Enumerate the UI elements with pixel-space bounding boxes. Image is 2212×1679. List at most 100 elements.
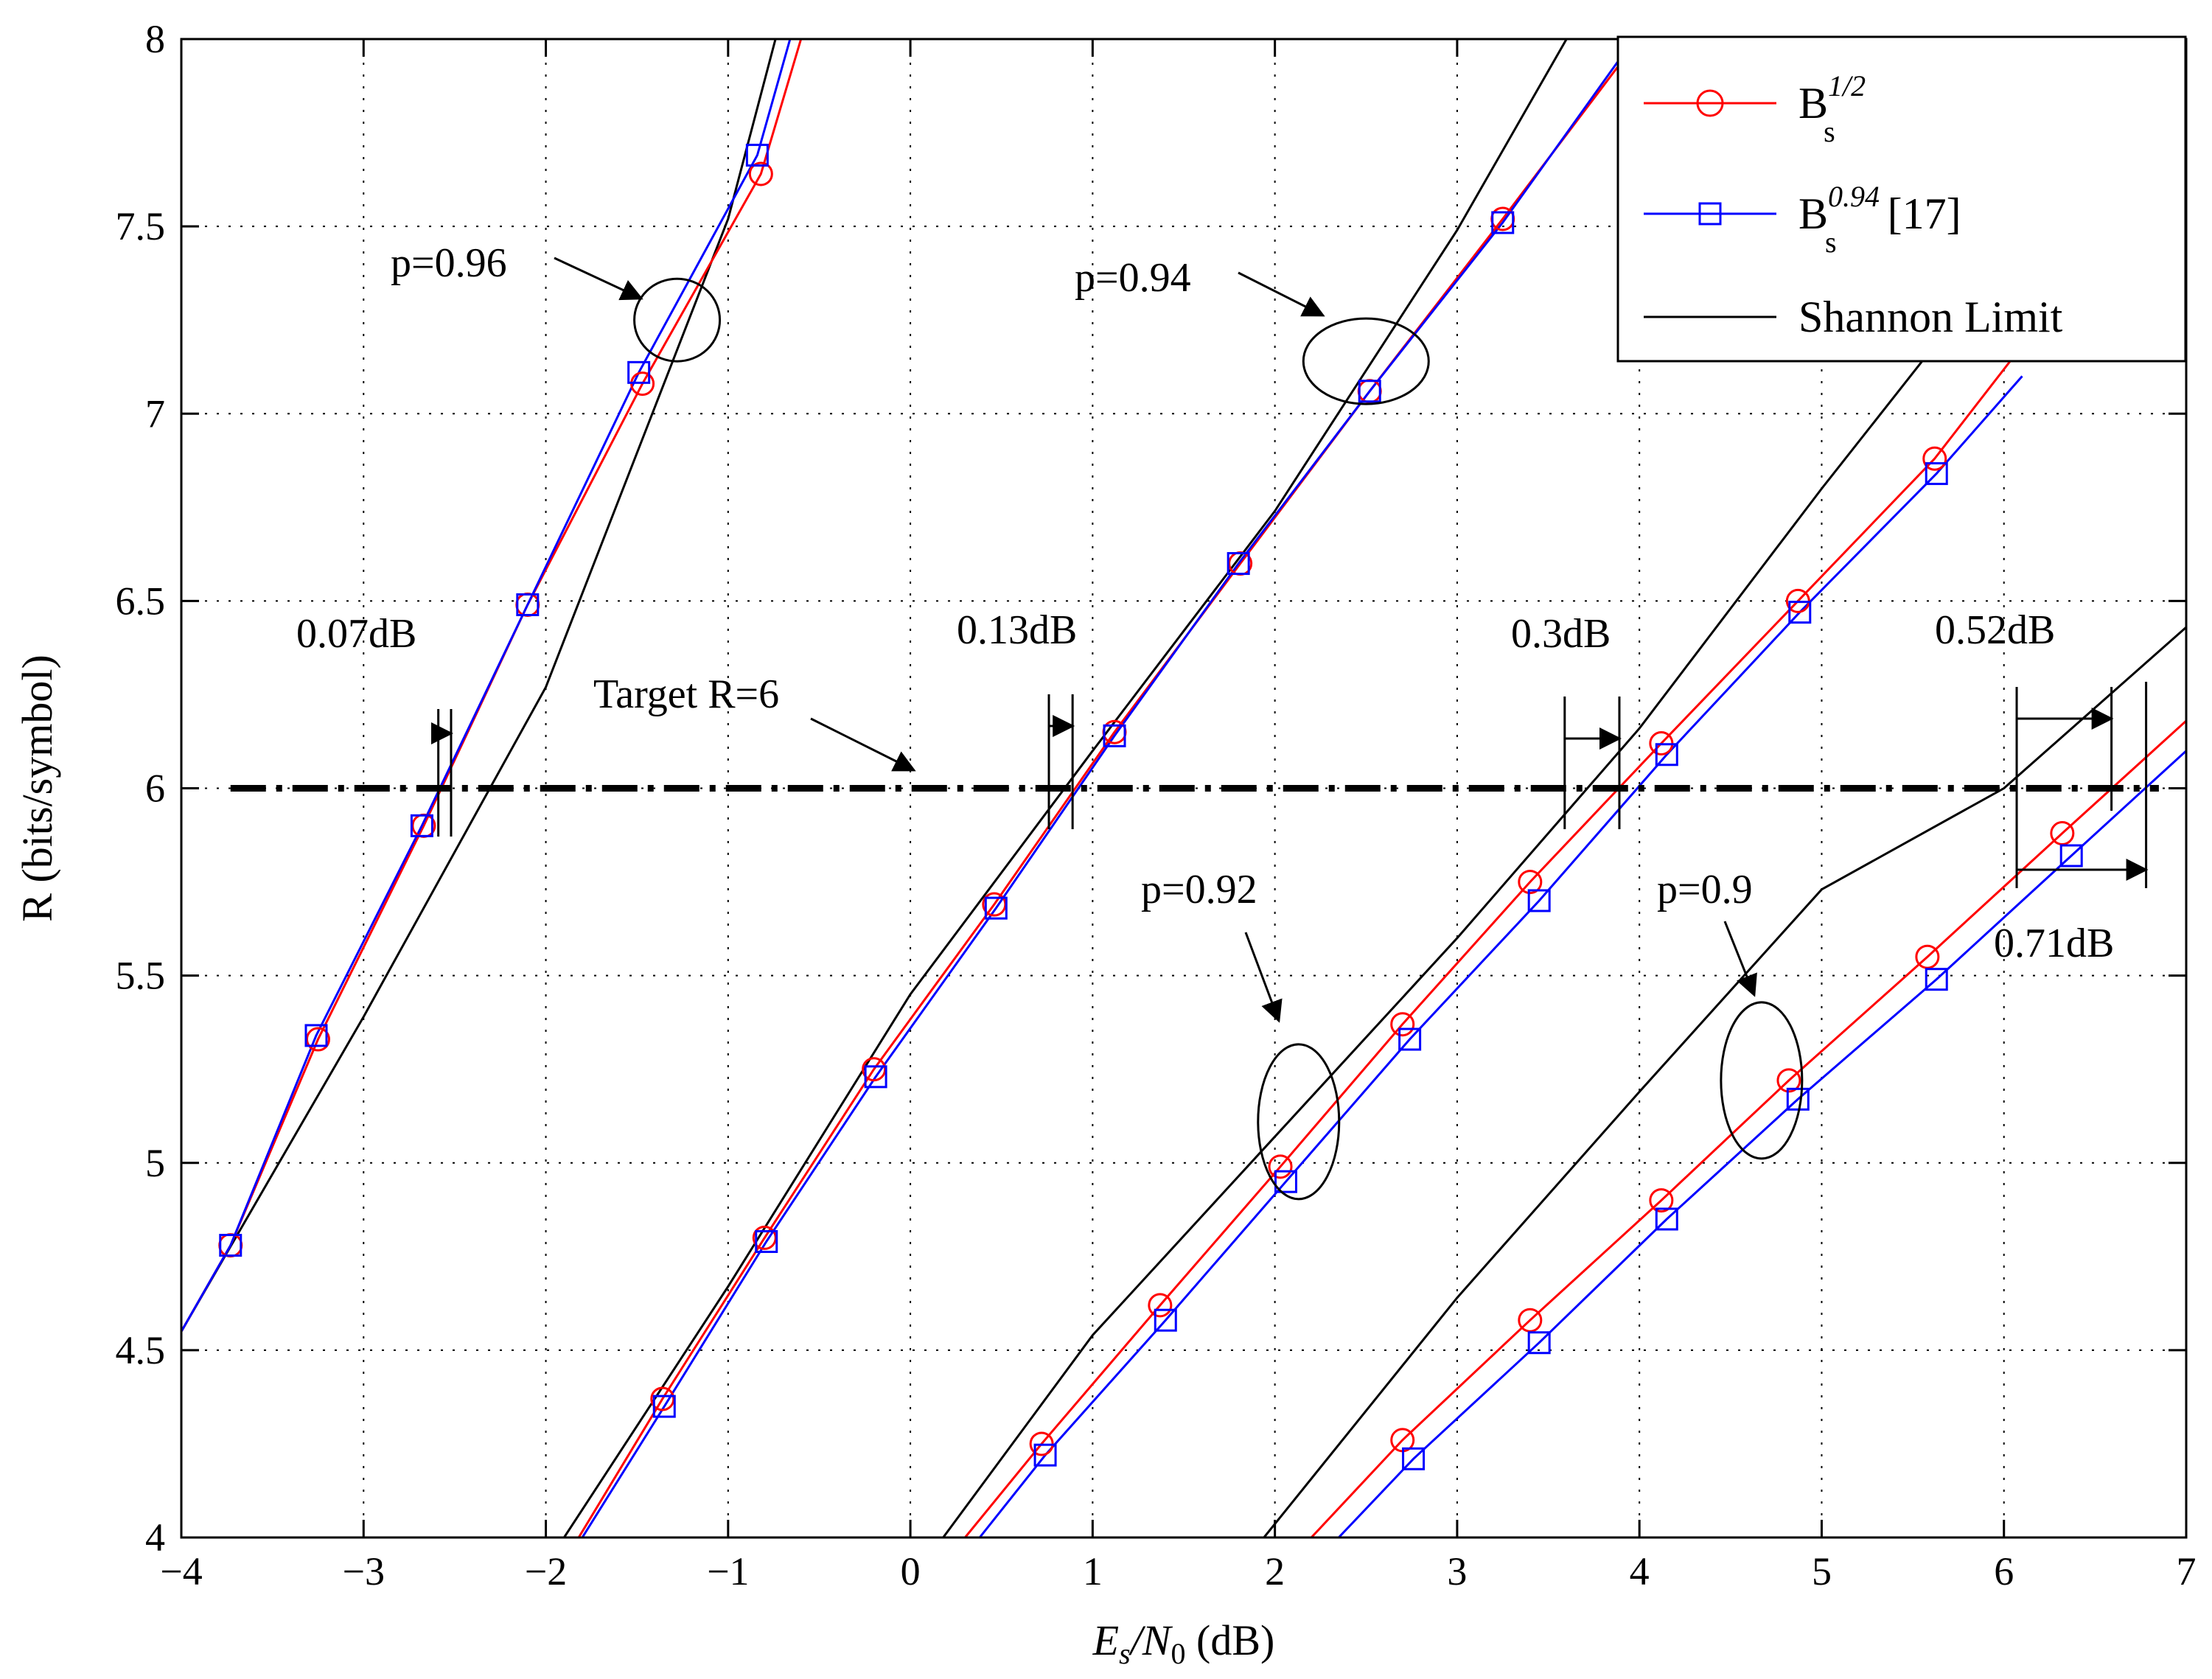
legend-marker — [1696, 89, 1724, 117]
legend-marker — [1698, 202, 1722, 226]
blue-marker — [627, 360, 651, 384]
x-tick-label: 5 — [1812, 1549, 1832, 1594]
legend-label: Shannon Limit — [1798, 293, 2063, 341]
blue-marker — [652, 1394, 676, 1418]
p-label-092: p=0.92 — [1141, 867, 1257, 912]
p-arrow-092 — [1244, 932, 1283, 1023]
p-arrow-094 — [1238, 271, 1325, 317]
blue-marker — [984, 896, 1008, 920]
blue-marker — [755, 1229, 778, 1253]
blue-marker — [1527, 1331, 1551, 1355]
x-tick-label: 4 — [1630, 1549, 1650, 1594]
blue-line-3 — [1338, 750, 2186, 1537]
x-tick-label: 1 — [1083, 1549, 1103, 1594]
x-tick-label: 6 — [1994, 1549, 2014, 1594]
gap-094-label: 0.13dB — [957, 607, 1077, 653]
legend-label: B0.94 s [17] — [1798, 180, 1961, 259]
p-label-09: p=0.9 — [1657, 867, 1753, 912]
legend-label: B1/2 s — [1798, 69, 1866, 148]
red-line-1 — [577, 49, 1631, 1537]
plot-series — [181, 39, 2186, 1537]
x-axis-title-slash: /N — [1128, 1616, 1173, 1664]
red-marker — [1649, 1188, 1674, 1213]
red-marker — [1268, 1154, 1293, 1179]
y-tick-label: 7 — [145, 391, 165, 436]
blue-marker — [1491, 211, 1515, 234]
x-tick-label: −2 — [525, 1549, 567, 1594]
blue-marker — [2059, 844, 2083, 868]
red-marker — [1518, 870, 1543, 895]
gap-09-a-label: 0.52dB — [1935, 607, 2055, 653]
red-marker — [748, 161, 773, 186]
group-ellipse — [1302, 317, 1430, 405]
red-line-3 — [1311, 719, 2186, 1537]
blue-marker — [1527, 889, 1551, 912]
blue-line-1 — [581, 39, 1636, 1537]
red-line-2 — [964, 357, 2014, 1537]
x-axis-title: Es/N0 (dB) — [1092, 1616, 1275, 1670]
ticks: −4 −3 −2 −1 0 1 2 3 4 5 6 7 4 4.5 5 5.5 6 6.5 7 7.5 8 — [116, 17, 2197, 1594]
legend: B1/2 s B0.94 s [17] Shannon Limit — [1616, 35, 2187, 363]
y-tick-label: 8 — [145, 17, 165, 61]
x-tick-label: 0 — [901, 1549, 921, 1594]
blue-marker — [1358, 380, 1381, 403]
blue-marker — [1655, 743, 1678, 767]
y-tick-label: 4.5 — [116, 1328, 166, 1372]
x-axis-title-slash-sub: 0 — [1171, 1637, 1186, 1670]
red-marker — [1390, 1012, 1415, 1037]
target-label: Target R=6 — [593, 671, 779, 717]
blue-marker — [1925, 968, 1948, 991]
group-ellipse — [1720, 1001, 1804, 1160]
blue-marker — [1227, 552, 1250, 576]
gap-096-label: 0.07dB — [296, 611, 416, 657]
shannon-line-0 — [181, 39, 777, 1333]
p-arrow-096 — [554, 256, 643, 301]
red-marker — [1922, 446, 1947, 471]
y-tick-label: 7.5 — [116, 204, 166, 248]
gap-09-b-label: 0.71dB — [1994, 921, 2114, 966]
p-label-094: p=0.94 — [1075, 255, 1191, 301]
blue-marker — [1398, 1027, 1422, 1051]
group-ellipse — [633, 277, 722, 363]
x-tick-label: −3 — [343, 1549, 385, 1594]
blue-marker — [1402, 1447, 1426, 1470]
blue-marker — [1033, 1443, 1057, 1467]
blue-marker — [410, 814, 433, 837]
x-axis-title-base-sub: s — [1119, 1637, 1131, 1670]
x-tick-label: −4 — [160, 1549, 202, 1594]
blue-line-2 — [978, 375, 2023, 1537]
blue-marker — [1786, 1087, 1810, 1111]
blue-marker — [1154, 1308, 1177, 1332]
p-arrow-09 — [1723, 921, 1757, 997]
blue-marker — [1925, 462, 1948, 486]
blue-marker — [1655, 1207, 1678, 1231]
y-tick-label: 5 — [145, 1141, 165, 1185]
target-arrow — [810, 717, 916, 772]
p-label-096: p=0.96 — [391, 240, 507, 286]
y-tick-label: 6 — [145, 767, 165, 811]
x-axis-title-base: E — [1092, 1616, 1119, 1664]
shannon-line-3 — [1263, 626, 2186, 1537]
gap-092-label: 0.3dB — [1511, 611, 1611, 657]
blue-line-0 — [181, 39, 792, 1333]
x-tick-label: 3 — [1447, 1549, 1467, 1594]
shannon-line-1 — [563, 39, 1568, 1537]
x-axis-title-unit: (dB) — [1186, 1616, 1275, 1664]
blue-marker — [1103, 724, 1126, 747]
x-tick-label: −1 — [707, 1549, 749, 1594]
y-tick-label: 6.5 — [116, 579, 166, 623]
x-tick-label: 2 — [1265, 1549, 1285, 1594]
blue-marker — [304, 1024, 328, 1047]
blue-marker — [864, 1065, 887, 1089]
x-tick-label: 7 — [2177, 1549, 2197, 1594]
blue-marker — [1274, 1170, 1297, 1193]
blue-marker — [516, 593, 540, 616]
blue-marker — [745, 144, 769, 167]
annotations: Target R=6 p=0.96 p=0.94 p=0.92 p=0.9 0.07dB 0… — [230, 240, 2159, 1201]
blue-marker — [1788, 601, 1812, 624]
shannon-line-2 — [942, 349, 1932, 1537]
y-tick-label: 5.5 — [116, 954, 166, 998]
blue-marker — [219, 1234, 243, 1257]
red-marker — [1776, 1068, 1801, 1093]
